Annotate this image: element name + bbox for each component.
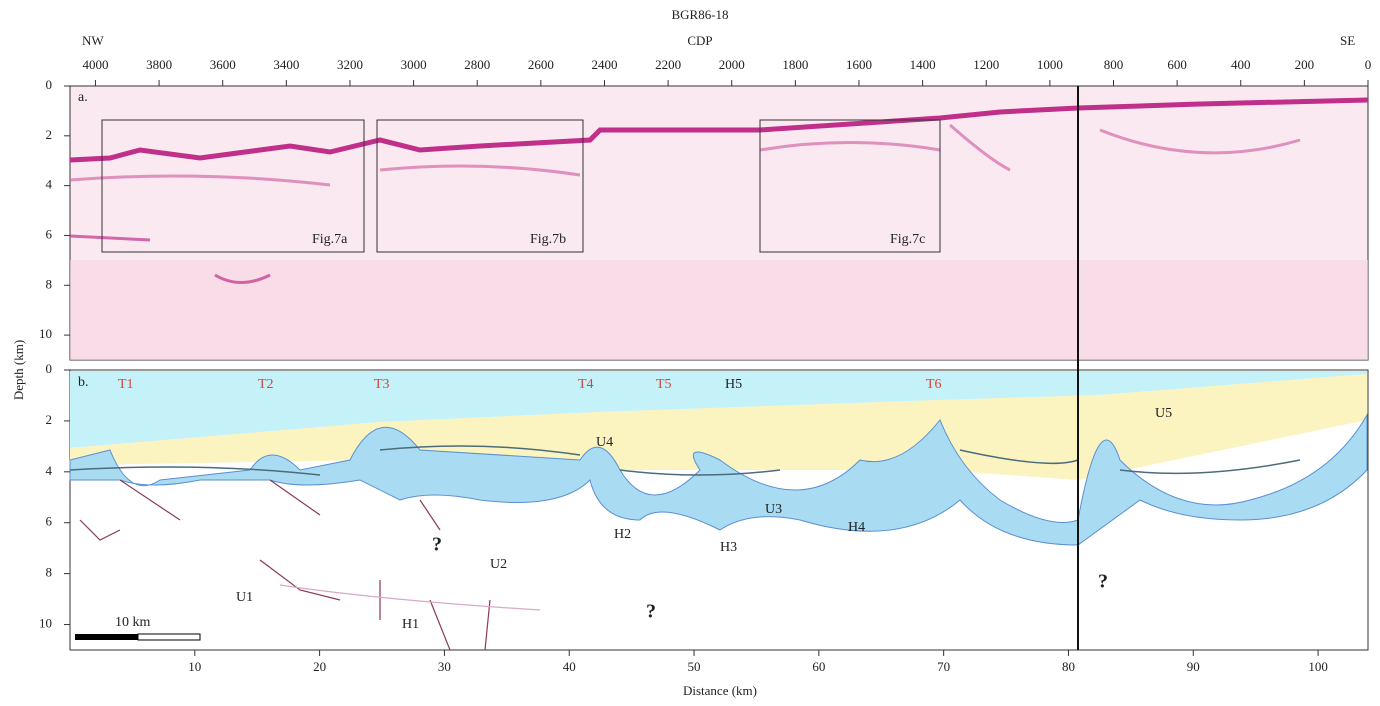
top-tick-label: 2000 (719, 57, 745, 72)
horizon-label: H3 (720, 540, 737, 555)
top-tick-label: 1200 (973, 57, 999, 72)
noise (70, 260, 1368, 360)
panel-label: b. (78, 375, 89, 390)
y-tick-label: 4 (46, 177, 53, 192)
unit-label: U2 (490, 557, 507, 572)
panel-label: a. (78, 90, 88, 105)
unknown-mark: ? (432, 534, 442, 556)
x-tick-label: 80 (1062, 659, 1075, 674)
thrust-label: T6 (926, 377, 942, 392)
nw-label: NW (82, 33, 104, 48)
fig-label: Fig.7b (530, 232, 566, 247)
top-tick-label: 800 (1104, 57, 1124, 72)
top-tick-label: 3400 (273, 57, 299, 72)
figure: Fig.7a Fig.7b Fig.7c a. b. T1 T2 T3 T4 T… (0, 0, 1380, 706)
top-tick-label: 3800 (146, 57, 172, 72)
top-axis-title: CDP (687, 33, 712, 48)
thrust-label: T1 (118, 377, 134, 392)
y-tick-label: 2 (46, 127, 53, 142)
scale-bar (138, 634, 200, 640)
x-tick-label: 20 (313, 659, 326, 674)
y-tick-label: 10 (39, 326, 52, 341)
thrust-label: T3 (374, 377, 390, 392)
top-tick-label: 1000 (1037, 57, 1063, 72)
fig-label: Fig.7a (312, 232, 348, 247)
top-tick-label: 4000 (82, 57, 108, 72)
se-label: SE (1340, 33, 1355, 48)
thrust-label: T5 (656, 377, 672, 392)
top-tick-label: 1600 (846, 57, 872, 72)
x-tick-label: 40 (563, 659, 576, 674)
y-tick-label: 6 (46, 226, 53, 241)
top-tick-label: 1800 (782, 57, 808, 72)
top-tick-label: 0 (1365, 57, 1372, 72)
top-tick-label: 2600 (528, 57, 554, 72)
unit-label: U5 (1155, 406, 1172, 421)
y-tick-label: 8 (46, 276, 53, 291)
horizon-label: H2 (614, 527, 631, 542)
horizon-label: H1 (402, 617, 419, 632)
y-tick-label: 6 (46, 514, 53, 529)
unknown-mark: ? (1098, 571, 1108, 593)
y-tick-label: 8 (46, 565, 53, 580)
x-axis-title: Distance (km) (683, 683, 757, 698)
x-tick-label: 30 (438, 659, 451, 674)
top-tick-label: 3200 (337, 57, 363, 72)
x-tick-label: 60 (812, 659, 825, 674)
scale-bar (75, 634, 138, 640)
horizon-label: H4 (848, 520, 865, 535)
top-tick-label: 400 (1231, 57, 1251, 72)
y-tick-label: 10 (39, 616, 52, 631)
top-tick-label: 1400 (910, 57, 936, 72)
y-tick-label: 0 (46, 361, 53, 376)
x-tick-label: 50 (688, 659, 701, 674)
horizon-label: H5 (725, 377, 742, 392)
x-tick-label: 90 (1187, 659, 1200, 674)
y-tick-label: 0 (46, 77, 53, 92)
unknown-mark: ? (646, 601, 656, 623)
top-tick-label: 200 (1295, 57, 1315, 72)
unit-label: U1 (236, 590, 253, 605)
top-tick-label: 2800 (464, 57, 490, 72)
top-tick-label: 2400 (591, 57, 617, 72)
x-tick-label: 70 (937, 659, 950, 674)
top-tick-label: 2200 (655, 57, 681, 72)
figure-title: BGR86-18 (671, 7, 728, 22)
scale-label: 10 km (115, 615, 151, 630)
top-tick-label: 3600 (210, 57, 236, 72)
x-tick-label: 10 (188, 659, 201, 674)
top-tick-label: 3000 (401, 57, 427, 72)
y-tick-label: 4 (46, 463, 53, 478)
y-tick-label: 2 (46, 412, 53, 427)
fig-label: Fig.7c (890, 232, 925, 247)
thrust-label: T2 (258, 377, 274, 392)
top-tick-label: 600 (1167, 57, 1187, 72)
x-tick-label: 100 (1308, 659, 1328, 674)
unit-label: U4 (596, 435, 613, 450)
y-axis-title: Depth (km) (11, 340, 26, 400)
unit-label: U3 (765, 502, 782, 517)
thrust-label: T4 (578, 377, 594, 392)
